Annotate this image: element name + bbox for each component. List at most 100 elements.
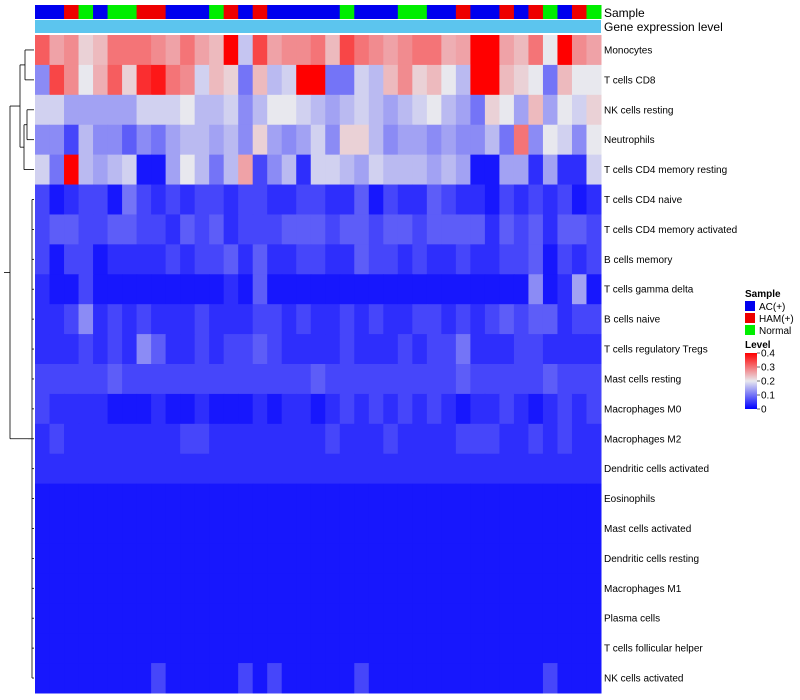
heatmap-cell	[165, 274, 181, 305]
heatmap-cell	[64, 513, 80, 544]
heatmap-cell	[267, 663, 283, 694]
heatmap-cell	[296, 364, 312, 395]
heatmap-cell	[586, 513, 602, 544]
heatmap-cell	[397, 35, 413, 66]
heatmap-cell	[151, 35, 167, 66]
heatmap-cell	[267, 483, 283, 515]
heatmap-cell	[368, 483, 384, 515]
heatmap-cell	[49, 663, 65, 694]
heatmap-cell	[571, 334, 587, 365]
heatmap-cell	[136, 244, 152, 275]
heatmap-cell	[49, 483, 65, 515]
heatmap-cell	[557, 184, 573, 215]
heatmap-cell	[571, 603, 587, 634]
heatmap-cell	[528, 334, 544, 365]
gene-expression-annotation-label: Gene expression level	[604, 20, 723, 34]
heatmap-cell	[93, 453, 109, 485]
heatmap-cell	[223, 35, 239, 66]
heatmap-cell	[339, 244, 355, 275]
heatmap-cell	[325, 124, 341, 156]
heatmap-cell	[484, 453, 500, 485]
heatmap-cell	[455, 184, 471, 215]
heatmap-cell	[165, 483, 181, 515]
heatmap-cell	[296, 453, 312, 485]
heatmap-cell	[252, 573, 268, 604]
heatmap-cell	[194, 64, 210, 96]
heatmap-cell	[557, 35, 573, 66]
heatmap-cell	[93, 274, 109, 305]
heatmap-cell	[267, 573, 283, 604]
heatmap-cell	[412, 364, 428, 395]
sample-annotation-cell	[64, 5, 80, 19]
heatmap-cell	[484, 573, 500, 604]
heatmap-cell	[484, 603, 500, 634]
heatmap-cell	[339, 124, 355, 156]
heatmap-cell	[136, 124, 152, 156]
sample-annotation-cell	[426, 5, 442, 19]
heatmap-cell	[180, 483, 196, 515]
heatmap-cell	[296, 35, 312, 66]
heatmap-cell	[122, 214, 138, 245]
heatmap-cell	[165, 64, 181, 96]
heatmap-cell	[296, 573, 312, 604]
heatmap-cell	[513, 483, 529, 515]
heatmap-cell	[470, 543, 486, 574]
heatmap-cell	[209, 543, 225, 574]
heatmap-cell	[151, 154, 167, 186]
heatmap-cell	[397, 274, 413, 305]
heatmap-cell	[252, 663, 268, 694]
row-label: T cells CD4 memory activated	[604, 225, 737, 236]
heatmap-cell	[426, 663, 442, 694]
legend-swatch-ham	[745, 313, 755, 323]
heatmap-cell	[35, 304, 51, 335]
heatmap-cell	[35, 423, 51, 455]
heatmap-cell	[426, 453, 442, 485]
heatmap-cell	[93, 603, 109, 634]
heatmap-cell	[267, 603, 283, 634]
heatmap-cell	[194, 244, 210, 275]
heatmap-cell	[238, 35, 254, 66]
heatmap-cell	[586, 35, 602, 66]
heatmap-cell	[122, 244, 138, 275]
heatmap-cell	[281, 124, 297, 156]
heatmap-cell	[209, 274, 225, 305]
heatmap-cell	[368, 64, 384, 96]
heatmap-cell	[35, 483, 51, 515]
heatmap-cell	[49, 214, 65, 245]
heatmap-cell	[49, 334, 65, 365]
heatmap-cell	[281, 573, 297, 604]
heatmap-cells	[35, 35, 602, 694]
heatmap-cell	[122, 274, 138, 305]
heatmap-cell	[107, 304, 123, 335]
heatmap-cell	[325, 154, 341, 186]
heatmap-cell	[64, 214, 80, 245]
heatmap-cell	[499, 364, 515, 395]
heatmap-cell	[470, 423, 486, 455]
heatmap-cell	[194, 603, 210, 634]
heatmap-cell	[484, 124, 500, 156]
heatmap-cell	[209, 573, 225, 604]
heatmap-cell	[223, 304, 239, 335]
heatmap-cell	[238, 603, 254, 634]
heatmap-cell	[397, 423, 413, 455]
heatmap-cell	[368, 35, 384, 66]
heatmap-cell	[267, 364, 283, 395]
heatmap-cell	[310, 35, 326, 66]
heatmap-cell	[441, 603, 457, 634]
heatmap-cell	[470, 513, 486, 544]
sample-annotation-cell	[122, 5, 138, 19]
heatmap-cell	[368, 513, 384, 544]
heatmap-cell	[339, 543, 355, 574]
heatmap-cell	[499, 35, 515, 66]
heatmap-cell	[339, 154, 355, 186]
heatmap-cell	[571, 573, 587, 604]
heatmap-cell	[528, 633, 544, 664]
heatmap-cell	[586, 274, 602, 305]
heatmap-cell	[296, 603, 312, 634]
level-legend-title: Level	[745, 340, 771, 351]
heatmap-cell	[281, 274, 297, 305]
heatmap-cell	[49, 184, 65, 215]
row-label: T cells CD4 naive	[604, 195, 683, 206]
heatmap-cell	[586, 633, 602, 664]
gene-expression-annotation-bar	[35, 20, 601, 33]
